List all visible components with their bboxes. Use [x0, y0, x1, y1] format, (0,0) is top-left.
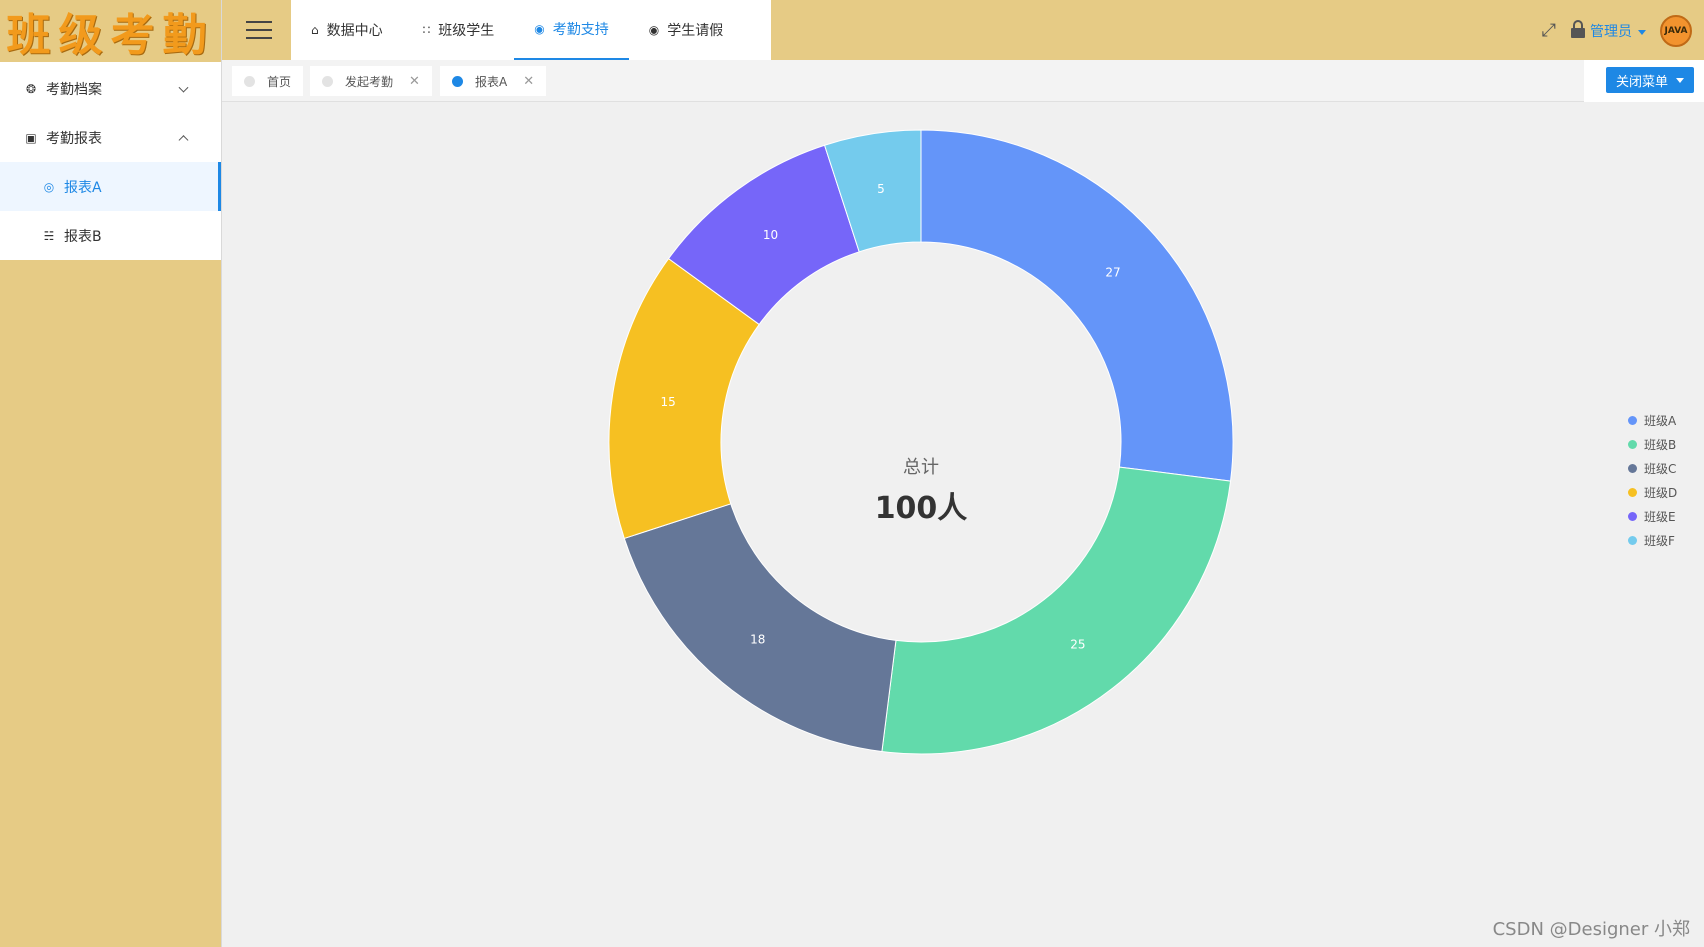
- close-menu-label: 关闭菜单: [1615, 74, 1668, 90]
- tab-dot-icon: [322, 75, 333, 87]
- support-icon: ◉: [534, 22, 545, 36]
- sidebar-menu: ❂ 考勤档案 ▣ 考勤报表 ◎ 报表A ☵ 报表B: [0, 64, 221, 260]
- legend-label: 班级E: [1644, 509, 1676, 524]
- tab-attendance-support[interactable]: ◉ 考勤支持: [514, 0, 629, 60]
- sidebar-subitem-report-b[interactable]: ☵ 报表B: [0, 211, 221, 260]
- close-menu-wrap: 关闭菜单: [1584, 60, 1704, 102]
- sidebar-item-attendance-archive[interactable]: ❂ 考勤档案: [0, 64, 221, 113]
- donut-slice-label-2: 25: [1070, 637, 1085, 651]
- legend-item-3[interactable]: 班级C: [1628, 456, 1677, 480]
- legend-label: 班级F: [1644, 533, 1675, 548]
- legend-swatch: [1628, 487, 1637, 497]
- top-nav: ⌂ 数据中心 ∷ 班级学生 ◉ 考勤支持 ◉ 学生请假: [291, 0, 771, 60]
- chart-center-total: 100人: [874, 491, 968, 526]
- sidebar-item-attendance-report[interactable]: ▣ 考勤报表: [0, 113, 221, 162]
- donut-slice-label-4: 15: [661, 395, 676, 409]
- tab-data-center[interactable]: ⌂ 数据中心: [291, 0, 403, 60]
- tab-dot-icon: [244, 75, 255, 87]
- avatar-text: JAVA: [1664, 26, 1688, 36]
- sidebar: 班级考勤 ❂ 考勤档案 ▣ 考勤报表 ◎ 报表A ☵ 报表B: [0, 0, 222, 947]
- tab-student-leave[interactable]: ◉ 学生请假: [629, 0, 743, 60]
- legend-swatch: [1628, 415, 1637, 425]
- donut-slice-label-1: 27: [1105, 266, 1120, 280]
- page-tab-home[interactable]: 首页: [232, 66, 304, 96]
- home-icon: ⌂: [311, 23, 319, 37]
- page-tab-label: 发起考勤: [345, 74, 394, 89]
- fullscreen-icon[interactable]: ⤢: [1541, 20, 1556, 41]
- user-menu[interactable]: 管理员: [1590, 21, 1646, 41]
- donut-slice-label-6: 5: [877, 182, 885, 196]
- legend-swatch: [1628, 511, 1637, 521]
- page-tab-report-a[interactable]: 报表A ✕: [440, 66, 547, 96]
- tab-dot-icon: [452, 75, 463, 87]
- dashboard-icon: ❂: [25, 81, 37, 96]
- page-tab-start-attendance[interactable]: 发起考勤 ✕: [310, 66, 432, 96]
- legend-item-1[interactable]: 班级A: [1628, 408, 1677, 432]
- legend-label: 班级B: [1644, 437, 1677, 452]
- close-icon[interactable]: ✕: [523, 73, 535, 89]
- legend-item-5[interactable]: 班级E: [1628, 504, 1677, 528]
- avatar[interactable]: JAVA: [1660, 15, 1692, 47]
- legend-item-6[interactable]: 班级F: [1628, 528, 1677, 552]
- donut-chart: 27 25 18 15 10 5: [608, 129, 1234, 755]
- page-tab-label: 首页: [267, 74, 292, 89]
- donut-slice-label-5: 10: [763, 228, 778, 242]
- chart-area: 27 25 18 15 10 5 总计 100人 班级A 班级B 班级C 班级D 班级E 班级F: [222, 102, 1704, 947]
- report-box-icon: ▣: [25, 130, 37, 145]
- page-tabbar: 首页 发起考勤 ✕ 报表A ✕ 关闭菜单: [222, 60, 1704, 102]
- donut-slice-label-3: 18: [750, 632, 765, 646]
- chart-legend: 班级A 班级B 班级C 班级D 班级E 班级F: [1628, 408, 1677, 552]
- app-logo: 班级考勤: [0, 0, 221, 64]
- chevron-up-icon: [178, 134, 189, 145]
- donut-slice-3[interactable]: [623, 503, 897, 753]
- lock-icon[interactable]: [1570, 20, 1586, 43]
- tab-label: 班级学生: [438, 23, 495, 39]
- basket-icon: ☵: [43, 228, 55, 243]
- chevron-down-icon: [178, 82, 189, 93]
- chart-center-subtitle: 总计: [903, 457, 939, 478]
- grid-icon: ∷: [422, 23, 431, 37]
- legend-swatch: [1628, 535, 1637, 545]
- caret-down-icon: [1638, 29, 1646, 35]
- top-header: ⌂ 数据中心 ∷ 班级学生 ◉ 考勤支持 ◉ 学生请假 ⤢ 管理员 JAVA: [222, 0, 1704, 60]
- logo-text: 班级考勤: [6, 10, 215, 61]
- help-icon: ◉: [648, 23, 660, 37]
- sidebar-item-label: 考勤档案: [46, 81, 102, 98]
- legend-item-2[interactable]: 班级B: [1628, 432, 1677, 456]
- legend-swatch: [1628, 439, 1637, 449]
- tab-label: 考勤支持: [552, 22, 609, 38]
- legend-item-4[interactable]: 班级D: [1628, 480, 1677, 504]
- menu-toggle-icon[interactable]: [246, 21, 272, 39]
- legend-label: 班级A: [1644, 413, 1677, 428]
- sidebar-item-label: 报表A: [64, 179, 102, 196]
- donut-slice-1[interactable]: [920, 129, 1234, 482]
- close-menu-button[interactable]: 关闭菜单: [1605, 67, 1694, 93]
- tab-class-students[interactable]: ∷ 班级学生: [403, 0, 515, 60]
- sidebar-subitem-report-a[interactable]: ◎ 报表A: [0, 162, 221, 211]
- sidebar-item-label: 报表B: [64, 228, 102, 245]
- sidebar-item-label: 考勤报表: [46, 130, 102, 147]
- legend-label: 班级C: [1644, 461, 1677, 476]
- globe-icon: ◎: [43, 179, 55, 194]
- tab-label: 数据中心: [326, 23, 383, 39]
- donut-slice-6[interactable]: [823, 129, 922, 253]
- donut-slice-2[interactable]: [881, 466, 1232, 755]
- watermark: CSDN @Designer 小郑: [1492, 919, 1690, 940]
- legend-swatch: [1628, 463, 1637, 473]
- user-name: 管理员: [1590, 24, 1632, 40]
- caret-down-icon: [1676, 77, 1684, 83]
- page-tab-label: 报表A: [475, 74, 508, 89]
- close-icon[interactable]: ✕: [409, 73, 420, 89]
- tab-label: 学生请假: [667, 23, 724, 39]
- legend-label: 班级D: [1644, 485, 1678, 500]
- chart-center-label: 总计 100人: [821, 453, 1021, 527]
